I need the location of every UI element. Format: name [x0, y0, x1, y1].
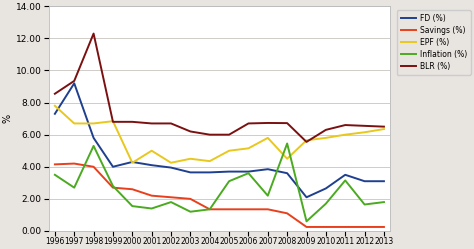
- FD (%): [110, 165, 116, 168]
- BLR (%): [129, 120, 135, 123]
- Savings (%): [342, 225, 348, 228]
- Inflation (%): [207, 208, 212, 211]
- FD (%): [304, 196, 310, 199]
- BLR (%): [265, 122, 271, 124]
- BLR (%): [362, 124, 367, 127]
- Savings (%): [304, 225, 310, 228]
- BLR (%): [52, 92, 58, 95]
- EPF (%): [342, 133, 348, 136]
- Savings (%): [149, 194, 155, 197]
- FD (%): [72, 82, 77, 85]
- Inflation (%): [362, 203, 367, 206]
- Inflation (%): [265, 194, 271, 197]
- Inflation (%): [323, 202, 328, 205]
- EPF (%): [149, 149, 155, 152]
- FD (%): [52, 112, 58, 115]
- EPF (%): [72, 122, 77, 125]
- Inflation (%): [188, 210, 193, 213]
- Inflation (%): [110, 185, 116, 187]
- BLR (%): [304, 140, 310, 143]
- Inflation (%): [246, 172, 251, 175]
- Savings (%): [246, 208, 251, 211]
- FD (%): [207, 171, 212, 174]
- Savings (%): [168, 196, 174, 199]
- Inflation (%): [52, 173, 58, 176]
- BLR (%): [246, 122, 251, 125]
- Savings (%): [188, 197, 193, 200]
- FD (%): [323, 187, 328, 190]
- FD (%): [342, 173, 348, 176]
- EPF (%): [226, 149, 232, 152]
- EPF (%): [362, 131, 367, 134]
- BLR (%): [168, 122, 174, 125]
- EPF (%): [304, 139, 310, 142]
- Savings (%): [110, 186, 116, 189]
- Inflation (%): [129, 205, 135, 208]
- Savings (%): [381, 225, 387, 228]
- Line: EPF (%): EPF (%): [55, 106, 384, 163]
- Inflation (%): [342, 179, 348, 182]
- BLR (%): [91, 32, 96, 35]
- EPF (%): [284, 157, 290, 160]
- EPF (%): [91, 122, 96, 125]
- Inflation (%): [226, 180, 232, 183]
- EPF (%): [52, 104, 58, 107]
- Inflation (%): [168, 201, 174, 204]
- Inflation (%): [304, 220, 310, 223]
- Line: Savings (%): Savings (%): [55, 164, 384, 227]
- BLR (%): [381, 125, 387, 128]
- FD (%): [168, 166, 174, 169]
- BLR (%): [284, 122, 290, 124]
- EPF (%): [265, 136, 271, 139]
- Savings (%): [284, 212, 290, 215]
- Line: BLR (%): BLR (%): [55, 34, 384, 142]
- Y-axis label: %: %: [3, 114, 13, 123]
- Inflation (%): [91, 144, 96, 147]
- Inflation (%): [72, 186, 77, 189]
- EPF (%): [381, 127, 387, 130]
- EPF (%): [110, 120, 116, 123]
- Savings (%): [323, 225, 328, 228]
- FD (%): [284, 172, 290, 175]
- FD (%): [265, 168, 271, 171]
- Savings (%): [72, 162, 77, 165]
- Inflation (%): [149, 207, 155, 210]
- Line: Inflation (%): Inflation (%): [55, 143, 384, 221]
- EPF (%): [323, 136, 328, 139]
- EPF (%): [207, 160, 212, 163]
- Savings (%): [265, 208, 271, 211]
- FD (%): [129, 160, 135, 163]
- Savings (%): [129, 188, 135, 191]
- BLR (%): [110, 120, 116, 123]
- BLR (%): [323, 128, 328, 131]
- FD (%): [188, 171, 193, 174]
- Inflation (%): [381, 201, 387, 204]
- Line: FD (%): FD (%): [55, 83, 384, 197]
- Savings (%): [91, 165, 96, 168]
- BLR (%): [207, 133, 212, 136]
- FD (%): [91, 136, 96, 139]
- BLR (%): [188, 130, 193, 133]
- FD (%): [226, 170, 232, 173]
- BLR (%): [72, 79, 77, 82]
- FD (%): [149, 164, 155, 167]
- EPF (%): [246, 147, 251, 150]
- Savings (%): [207, 208, 212, 211]
- EPF (%): [129, 161, 135, 164]
- FD (%): [362, 180, 367, 183]
- BLR (%): [342, 124, 348, 126]
- BLR (%): [149, 122, 155, 125]
- FD (%): [381, 180, 387, 183]
- BLR (%): [226, 133, 232, 136]
- FD (%): [246, 170, 251, 173]
- Savings (%): [226, 208, 232, 211]
- Savings (%): [362, 225, 367, 228]
- Inflation (%): [284, 142, 290, 145]
- EPF (%): [168, 161, 174, 164]
- Legend: FD (%), Savings (%), EPF (%), Inflation (%), BLR (%): FD (%), Savings (%), EPF (%), Inflation …: [397, 10, 471, 75]
- EPF (%): [188, 157, 193, 160]
- Savings (%): [52, 163, 58, 166]
